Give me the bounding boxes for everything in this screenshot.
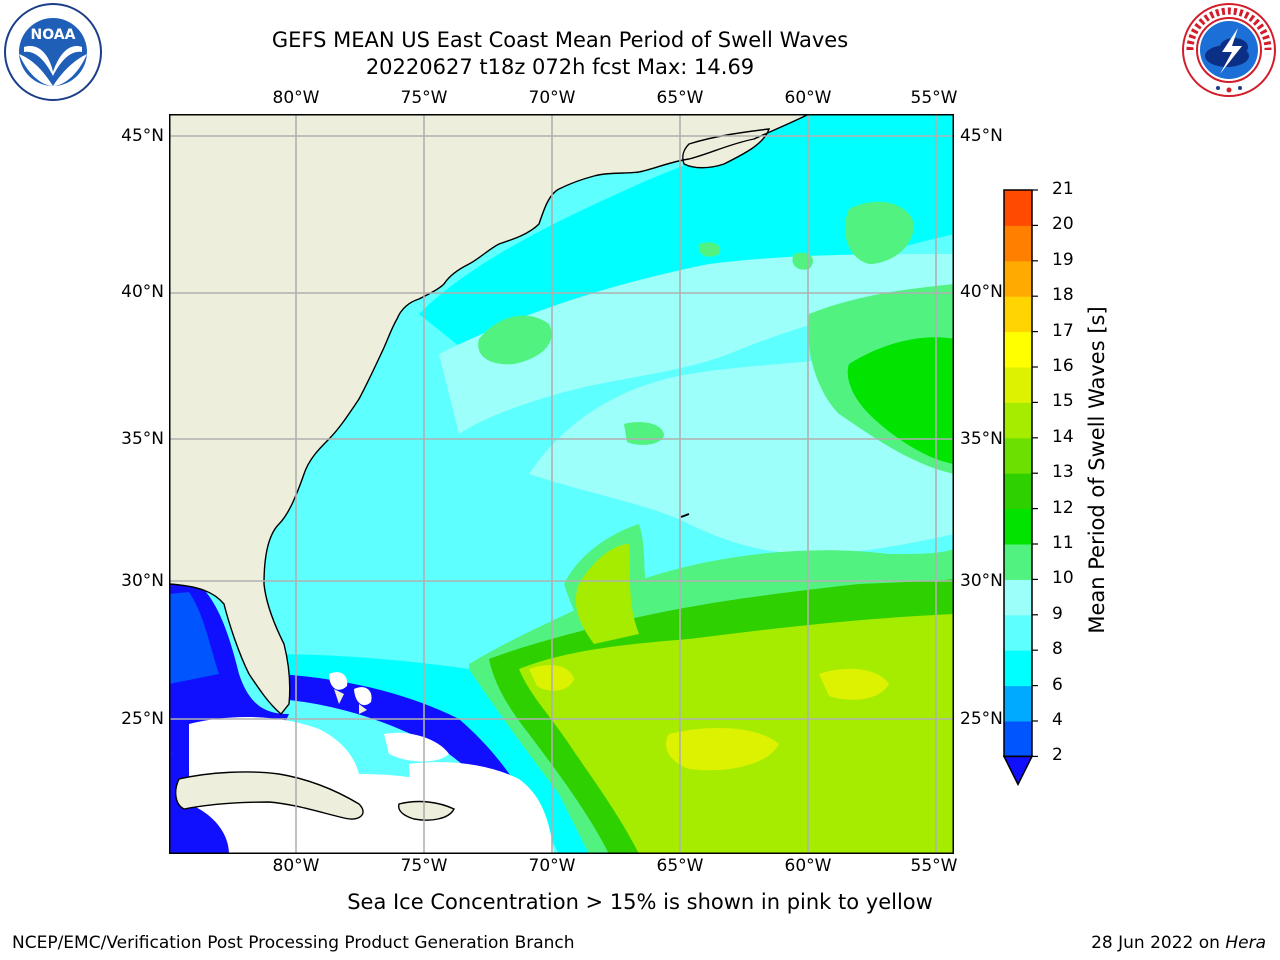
- lat-label-45n-left: 45°N: [121, 126, 164, 146]
- swell-period-map: [169, 114, 954, 854]
- coastline-cuba: [175, 771, 364, 820]
- svg-text:NOAA: NOAA: [31, 27, 76, 43]
- footer-date: 28 Jun 2022 on Hera: [1091, 933, 1266, 953]
- coastline-bermuda: [680, 513, 690, 518]
- map-title: GEFS MEAN US East Coast Mean Period of S…: [271, 28, 849, 52]
- colorbar-tick-label: 13: [1052, 462, 1074, 483]
- colorbar-segment: [1004, 650, 1032, 687]
- map-frame: [169, 114, 954, 854]
- lat-label-30n-left: 30°N: [121, 571, 164, 591]
- colorbar-tick-label: 14: [1052, 426, 1074, 447]
- colorbar-segment: [1004, 225, 1032, 262]
- colorbar-segment: [1004, 437, 1032, 474]
- lat-label-35n-left: 35°N: [121, 429, 164, 449]
- lat-label-45n-right: 45°N: [960, 126, 1003, 146]
- deep-blue-south-west: [279, 674, 549, 854]
- colorbar-tick-label: 8: [1052, 639, 1063, 660]
- colorbar-tick-label: 12: [1052, 497, 1074, 518]
- lat-label-40n-left: 40°N: [121, 282, 164, 302]
- colorbar-tick-label: 9: [1052, 603, 1063, 624]
- lat-label-40n-right: 40°N: [960, 282, 1003, 302]
- lon-label-75w-top: 75°W: [400, 88, 448, 108]
- colorbar-tick-label: 6: [1052, 674, 1063, 695]
- colorbar-segment: [1004, 508, 1032, 545]
- gulf-blue-light: [169, 592, 219, 684]
- coastline-nova-scotia: [682, 128, 771, 169]
- colorbar-segment: [1004, 331, 1032, 368]
- footer-date-text: 28 Jun 2022 on: [1091, 933, 1220, 953]
- no-data-bahamas-1: [329, 672, 348, 690]
- lon-label-70w-bottom: 70°W: [528, 856, 576, 876]
- lon-label-75w-bottom: 75°W: [400, 856, 448, 876]
- no-data-bahamas-2: [354, 687, 372, 706]
- land-north-america: [169, 114, 809, 714]
- lon-label-70w-top: 70°W: [528, 88, 576, 108]
- light-cyan-band: [439, 254, 954, 434]
- lat-label-25n-right: 25°N: [960, 709, 1003, 729]
- colorbar-tick-label: 19: [1052, 249, 1074, 270]
- lon-label-65w-top: 65°W: [656, 88, 704, 108]
- colorbar-tick-label: 21: [1052, 179, 1074, 199]
- lat-label-30n-right: 30°N: [960, 571, 1003, 591]
- yellow-green-tongue: [575, 544, 639, 644]
- colorbar-segment: [1004, 402, 1032, 439]
- land-hispaniola: [398, 801, 454, 821]
- colorbar-extend-arrow: [1002, 755, 1034, 786]
- colorbar-label: Mean Period of Swell Waves [s]: [1085, 306, 1109, 634]
- footer-credit: NCEP/EMC/Verification Post Processing Pr…: [12, 933, 575, 953]
- lon-label-80w-top: 80°W: [272, 88, 320, 108]
- lon-label-80w-bottom: 80°W: [272, 856, 320, 876]
- colorbar-segment: [1004, 473, 1032, 510]
- coastline-hispaniola: [397, 800, 455, 821]
- map-subtitle: 20220627 t18z 072h fcst Max: 14.69: [365, 55, 755, 79]
- lon-label-55w-bottom: 55°W: [910, 856, 958, 876]
- no-data-hispaniola: [409, 762, 554, 854]
- nws-logo: [1182, 3, 1276, 97]
- colorbar-segment: [1004, 685, 1032, 722]
- colorbar-segment: [1004, 579, 1032, 616]
- land-bahamas: [334, 689, 367, 714]
- green-patch-4: [698, 242, 721, 257]
- colorbar-tick-label: 18: [1052, 285, 1074, 306]
- colorbar-tick-label: 16: [1052, 356, 1074, 376]
- colorbar-segment: [1004, 614, 1032, 651]
- colorbar-tick-label: 10: [1052, 568, 1074, 589]
- no-data-bahamas-3: [384, 732, 449, 762]
- lon-label-60w-bottom: 60°W: [784, 856, 832, 876]
- colorbar-tick-label: 11: [1052, 533, 1074, 553]
- sea-ice-note: Sea Ice Concentration > 15% is shown in …: [347, 890, 933, 914]
- footer-machine: Hera: [1225, 933, 1266, 953]
- cyan-south-west: [269, 654, 589, 854]
- lon-label-60w-top: 60°W: [784, 88, 832, 108]
- colorbar-segment: [1004, 721, 1032, 757]
- colorbar-tick-label: 20: [1052, 214, 1074, 235]
- yellow-patch-2: [665, 728, 779, 771]
- lat-label-25n-left: 25°N: [121, 709, 164, 729]
- colorbar-segment: [1004, 190, 1032, 226]
- colorbar-segment: [1004, 296, 1032, 333]
- graticule: [169, 114, 954, 854]
- colorbar-tick-label: 4: [1052, 710, 1063, 730]
- noaa-logo: NOAA: [4, 3, 102, 101]
- colorbar-tick-label: 15: [1052, 391, 1074, 412]
- colorbar-segment: [1004, 367, 1032, 403]
- bright-green-east: [847, 337, 954, 464]
- colorbar-segment: [1004, 544, 1032, 580]
- colorbar-tick-label: 2: [1052, 745, 1063, 766]
- colorbar: [1002, 189, 1038, 786]
- land-nova-scotia: [682, 129, 769, 168]
- yellow-patch-3: [819, 668, 889, 700]
- lon-label-65w-bottom: 65°W: [656, 856, 704, 876]
- lon-label-55w-top: 55°W: [910, 88, 958, 108]
- green-patch-2: [845, 201, 914, 264]
- colorbar-tick-label: 17: [1052, 320, 1074, 341]
- lat-label-35n-right: 35°N: [960, 429, 1003, 449]
- coastline-east: [169, 114, 810, 715]
- green-patch-1: [478, 315, 552, 365]
- colorbar-segment: [1004, 260, 1032, 297]
